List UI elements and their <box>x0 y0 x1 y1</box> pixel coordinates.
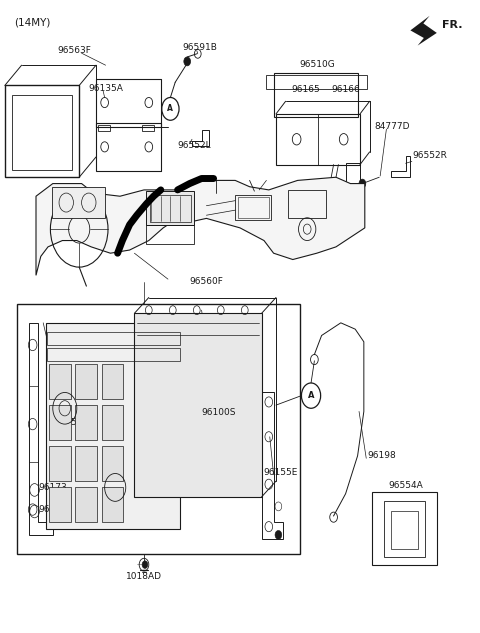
Bar <box>150 195 191 222</box>
Text: 96173: 96173 <box>38 505 67 514</box>
Text: 96155D: 96155D <box>48 418 84 427</box>
Bar <box>235 195 271 220</box>
Text: 96165: 96165 <box>292 85 321 94</box>
Text: 96198: 96198 <box>367 451 396 460</box>
Text: 96554A: 96554A <box>388 481 423 490</box>
Bar <box>52 187 105 218</box>
Text: 96591B: 96591B <box>182 43 217 52</box>
Circle shape <box>275 530 282 539</box>
Polygon shape <box>410 16 437 46</box>
Bar <box>98 125 110 131</box>
Text: 96510G: 96510G <box>299 60 335 69</box>
Text: A: A <box>168 104 173 113</box>
Text: 84777D: 84777D <box>374 122 410 131</box>
Text: 96552R: 96552R <box>413 151 448 160</box>
Bar <box>49 364 71 399</box>
Polygon shape <box>36 177 365 275</box>
Bar <box>5 85 79 177</box>
Bar <box>288 190 326 218</box>
Circle shape <box>142 561 148 568</box>
Text: 96173: 96173 <box>38 483 67 492</box>
Text: —: — <box>136 562 142 567</box>
Bar <box>12 95 72 170</box>
Text: (14MY): (14MY) <box>14 18 51 28</box>
Bar <box>47 332 180 345</box>
Bar <box>384 501 425 557</box>
Bar <box>75 364 97 399</box>
Bar <box>47 348 180 361</box>
Text: 96563F: 96563F <box>58 46 92 55</box>
Bar <box>102 487 123 522</box>
Bar <box>46 323 180 529</box>
Text: 96135A: 96135A <box>89 84 124 93</box>
Bar <box>75 405 97 440</box>
Bar <box>75 446 97 481</box>
Bar <box>96 123 161 171</box>
Text: 96560F: 96560F <box>190 277 223 286</box>
Bar <box>266 75 367 89</box>
Text: 96166: 96166 <box>331 85 360 94</box>
Bar <box>276 114 360 165</box>
Bar <box>146 191 194 225</box>
Circle shape <box>359 179 366 188</box>
Text: 96100S: 96100S <box>202 408 236 417</box>
Circle shape <box>184 57 191 66</box>
Bar <box>17 304 300 554</box>
Text: 96155E: 96155E <box>263 468 298 477</box>
Bar <box>146 225 194 244</box>
Bar <box>49 405 71 440</box>
Bar <box>102 405 123 440</box>
Text: 1018AD: 1018AD <box>126 572 162 580</box>
Bar <box>96 79 161 127</box>
Bar <box>49 446 71 481</box>
Text: FR.: FR. <box>442 20 462 30</box>
Bar <box>75 487 97 522</box>
Bar <box>391 511 418 549</box>
Bar <box>372 492 437 565</box>
Bar <box>238 197 269 218</box>
Bar <box>102 446 123 481</box>
Bar <box>49 487 71 522</box>
Bar <box>102 364 123 399</box>
Text: 96552L: 96552L <box>178 141 211 150</box>
Bar <box>134 313 262 497</box>
Text: A: A <box>308 391 314 400</box>
Bar <box>142 125 154 131</box>
Bar <box>274 73 358 117</box>
